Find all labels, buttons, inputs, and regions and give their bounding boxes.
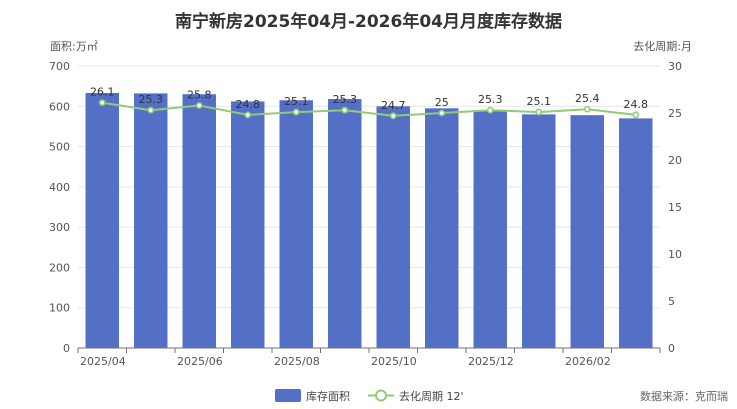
left-axis-tick-label: 500 xyxy=(49,141,70,154)
line-point xyxy=(244,111,252,119)
line-point xyxy=(195,102,203,109)
left-axis-title: 面积:万㎡ xyxy=(50,40,98,53)
left-axis-tick-label: 600 xyxy=(49,100,70,113)
right-axis-tick-label: 15 xyxy=(668,201,682,214)
line-series: 26.1 25.3 25.8 24.8 25.1 25.3 24.7 25 25.3 25.1 25… xyxy=(90,86,649,120)
data-label: 25.8 xyxy=(187,88,212,101)
right-axis-tick-label: 20 xyxy=(668,154,682,167)
legend-line-marker xyxy=(375,389,387,402)
line-point xyxy=(389,112,397,120)
line-point xyxy=(98,99,106,107)
line-point xyxy=(535,108,543,116)
line-point xyxy=(632,111,640,119)
right-axis-tick-label: 5 xyxy=(668,295,675,308)
bar xyxy=(134,93,168,348)
left-axis-tick-label: 200 xyxy=(49,261,70,274)
line-point xyxy=(438,109,446,117)
data-label: 26.1 xyxy=(90,86,115,99)
bar xyxy=(328,99,362,348)
series-line xyxy=(102,101,636,117)
legend: 库存面积 去化周期 12' xyxy=(275,389,464,403)
chart-title: 南宁新房2025年04月-2026年04月月度库存数据 xyxy=(175,11,562,32)
line-point xyxy=(292,108,300,116)
x-axis-tick-label: 2025/04 xyxy=(80,355,126,368)
data-label: 24.8 xyxy=(236,98,261,111)
bar xyxy=(619,118,653,348)
bar xyxy=(570,115,604,348)
right-axis-tick-label: 25 xyxy=(668,107,682,120)
x-axis-tick-label: 2025/12 xyxy=(468,355,514,368)
data-label: 25.1 xyxy=(527,95,552,108)
grid-lines xyxy=(78,65,660,309)
bar-series xyxy=(85,92,653,349)
source-note: 数据来源：克而瑞 xyxy=(640,389,728,403)
data-label: 24.7 xyxy=(381,99,406,112)
axes: 0 100 200 300 400 500 600 700 0 5 10 15 20 25 30 2025/0… xyxy=(49,60,682,368)
line-point xyxy=(147,106,155,114)
line-point xyxy=(583,105,591,113)
legend-bar-swatch xyxy=(275,389,301,402)
left-axis-tick-label: 100 xyxy=(49,302,70,315)
left-axis-tick-label: 700 xyxy=(49,60,70,73)
bar xyxy=(279,100,313,348)
bar xyxy=(85,92,119,349)
x-axis-tick-label: 2026/02 xyxy=(565,355,611,368)
right-axis-title: 去化周期:月 xyxy=(633,39,692,53)
right-axis-tick-label: 0 xyxy=(668,342,675,355)
x-axis-tick-label: 2025/08 xyxy=(274,355,320,368)
bar xyxy=(425,108,459,348)
data-label: 25.3 xyxy=(333,93,358,106)
data-label: 25 xyxy=(435,96,449,109)
right-axis-tick-label: 10 xyxy=(668,248,682,261)
left-axis-tick-label: 300 xyxy=(49,221,70,234)
bar xyxy=(376,106,410,349)
legend-bar-label: 库存面积 xyxy=(306,389,350,403)
x-axis-tick-label: 2025/10 xyxy=(371,355,417,368)
data-label: 25.3 xyxy=(139,93,164,106)
data-label: 25.4 xyxy=(575,92,600,105)
bar xyxy=(522,114,556,348)
bar xyxy=(182,94,216,348)
left-axis-tick-label: 400 xyxy=(49,181,70,194)
left-axis-tick-label: 0 xyxy=(63,342,70,355)
legend-line-label: 去化周期 12' xyxy=(399,389,464,403)
data-label: 25.1 xyxy=(284,95,309,108)
right-axis-tick-label: 30 xyxy=(668,60,682,73)
x-axis-tick-label: 2025/06 xyxy=(177,355,223,368)
data-label: 24.8 xyxy=(624,98,649,111)
line-point xyxy=(341,106,349,114)
bar xyxy=(473,111,507,349)
line-point xyxy=(486,106,494,114)
data-label: 25.3 xyxy=(478,93,503,106)
bar xyxy=(231,101,265,348)
